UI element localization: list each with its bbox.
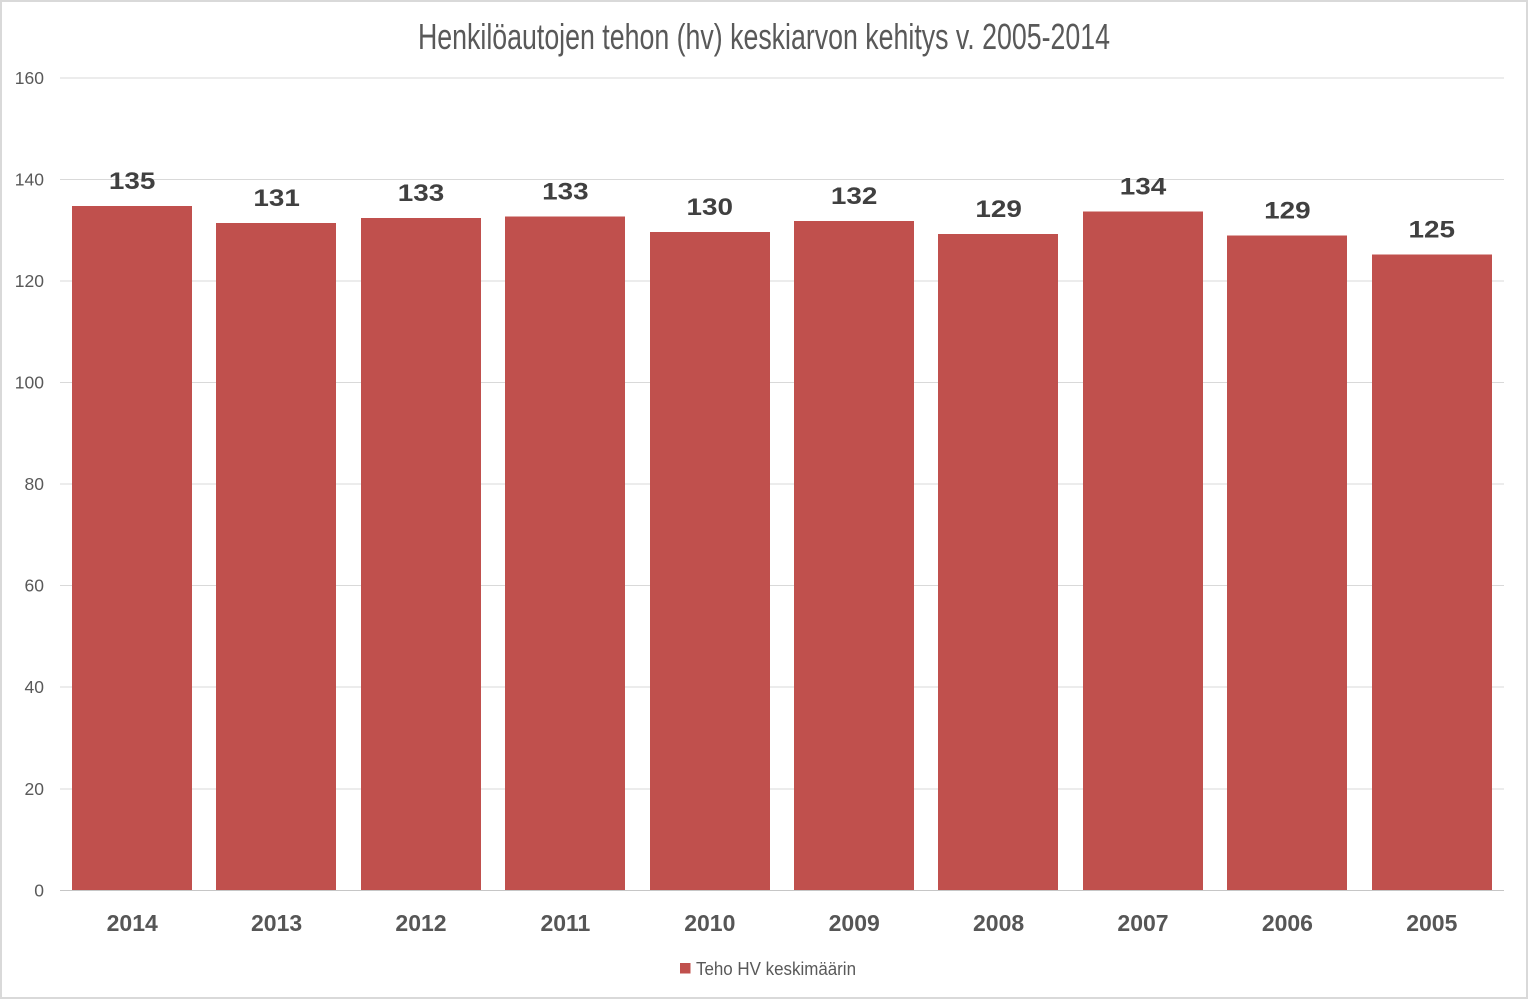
svg-text:0: 0 (34, 881, 44, 901)
svg-text:120: 120 (15, 271, 44, 291)
svg-text:100: 100 (15, 373, 44, 393)
svg-text:131: 131 (253, 185, 300, 212)
svg-text:2005: 2005 (1406, 910, 1457, 936)
svg-text:40: 40 (25, 677, 45, 697)
svg-text:140: 140 (15, 170, 44, 190)
svg-text:133: 133 (542, 179, 589, 206)
svg-text:2008: 2008 (973, 910, 1024, 936)
svg-text:2006: 2006 (1262, 910, 1313, 936)
svg-text:80: 80 (25, 474, 45, 494)
svg-text:Henkilöautojen tehon (hv) kesk: Henkilöautojen tehon (hv) keskiarvon keh… (418, 16, 1110, 57)
svg-text:2010: 2010 (684, 910, 735, 936)
svg-text:134: 134 (1120, 174, 1167, 201)
svg-text:2007: 2007 (1117, 910, 1168, 936)
svg-text:Teho HV keskimäärin: Teho HV keskimäärin (696, 959, 856, 979)
svg-text:2009: 2009 (829, 910, 880, 936)
svg-text:160: 160 (15, 68, 44, 88)
svg-text:133: 133 (398, 180, 445, 207)
svg-text:2011: 2011 (540, 910, 590, 936)
svg-text:129: 129 (1264, 198, 1311, 225)
svg-text:2014: 2014 (107, 910, 158, 936)
svg-text:60: 60 (25, 576, 45, 596)
svg-text:130: 130 (687, 194, 734, 221)
svg-text:2012: 2012 (395, 910, 446, 936)
svg-text:135: 135 (109, 168, 156, 195)
svg-text:125: 125 (1409, 217, 1456, 244)
svg-text:129: 129 (975, 196, 1022, 223)
svg-text:132: 132 (831, 183, 878, 210)
svg-text:2013: 2013 (251, 910, 302, 936)
svg-text:20: 20 (25, 779, 45, 799)
